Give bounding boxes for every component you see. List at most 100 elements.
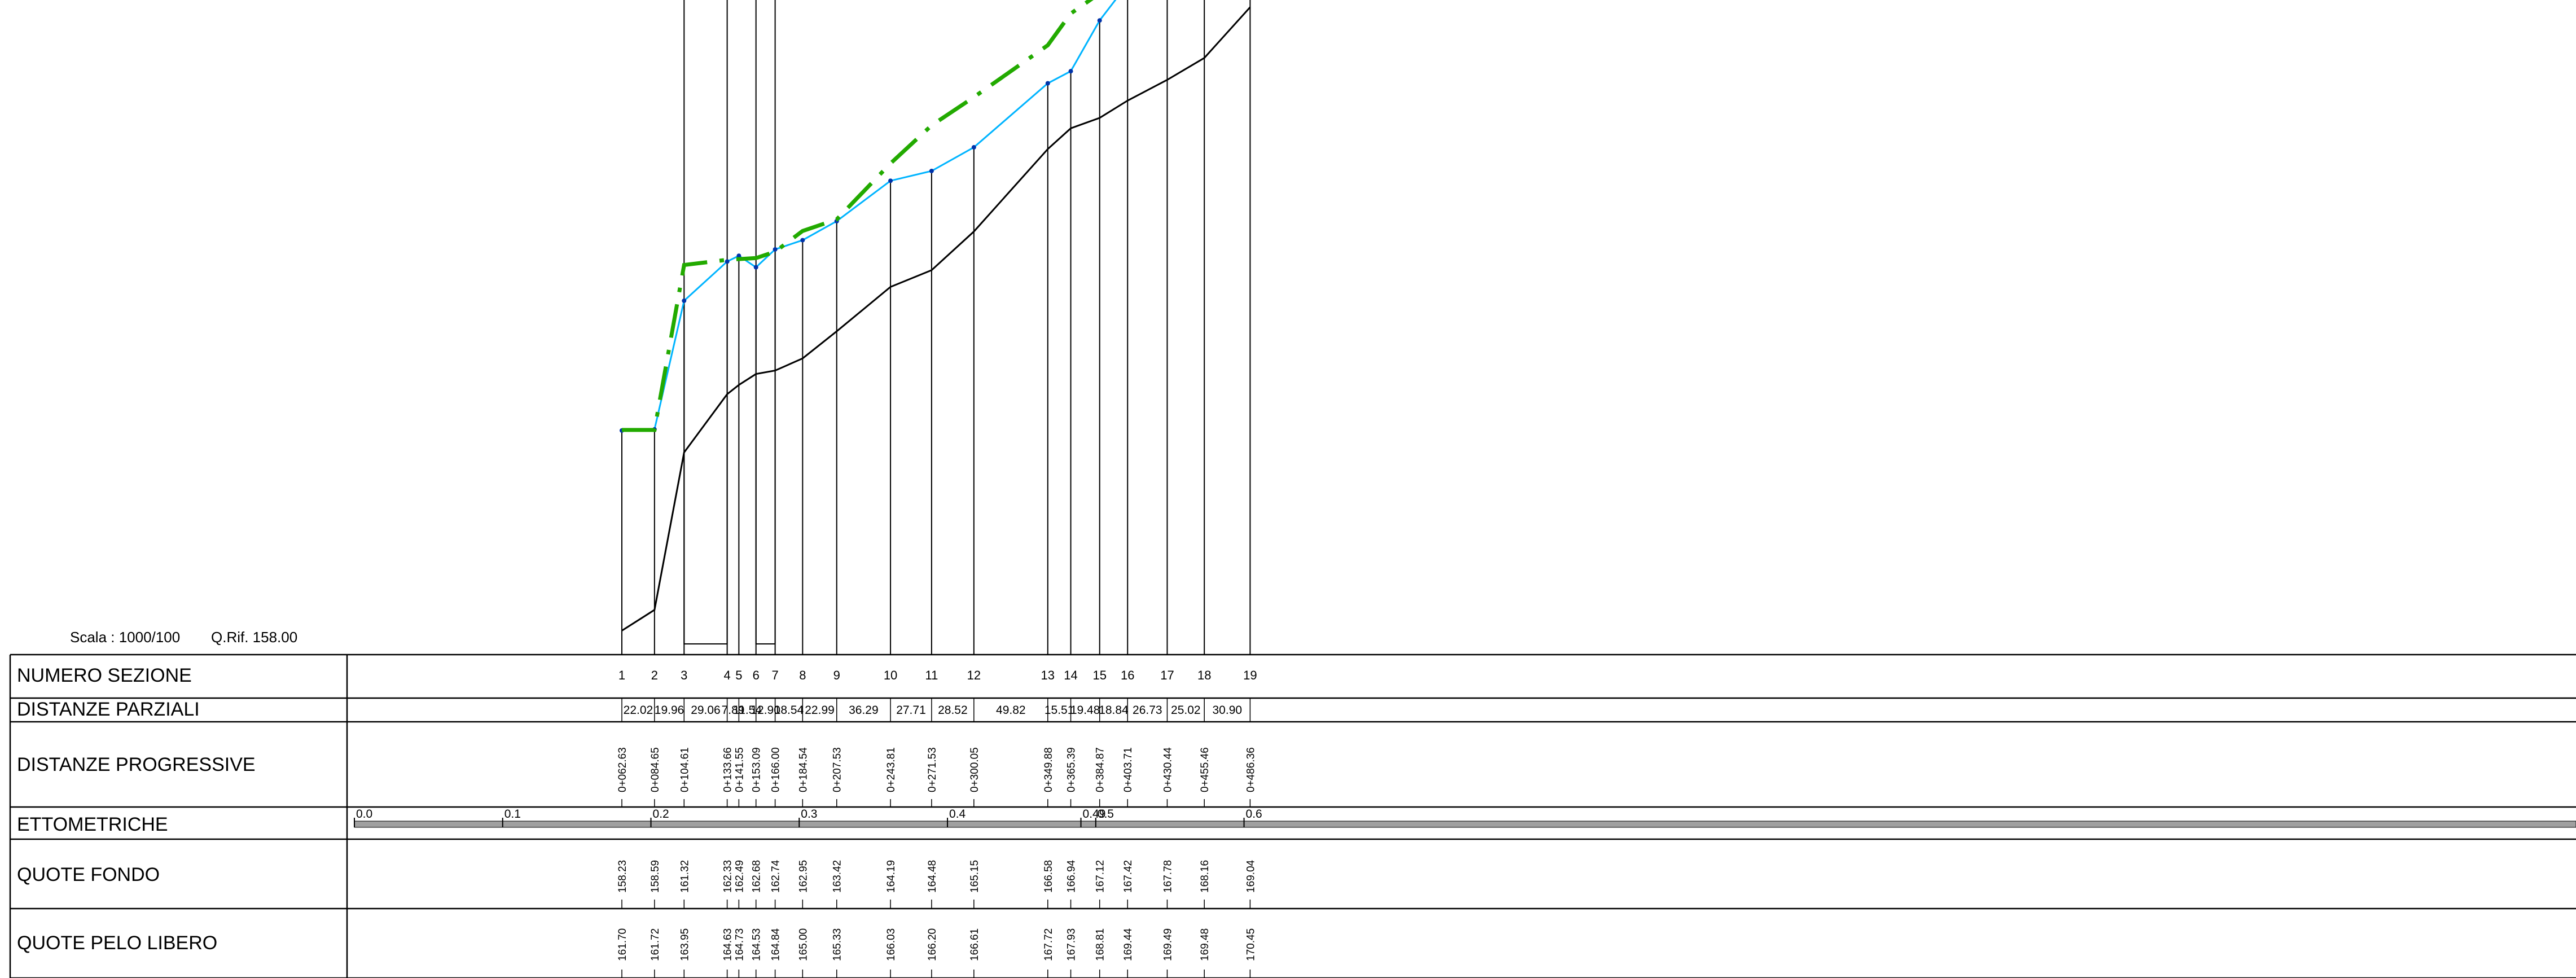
quota-pelo-libero-value: 169.44 <box>1122 928 1134 961</box>
quota-fondo-value: 163.42 <box>832 860 844 893</box>
partial-distance: 25.02 <box>1171 704 1201 717</box>
section-number: 16 <box>1121 668 1134 682</box>
numero-sezione-values: 1 2 3 4 5 6 7 8 9 10 11 12 13 14 15 16 17 18 19 <box>618 668 1257 682</box>
partial-distance: 19.48 <box>1070 704 1100 717</box>
section-number: 14 <box>1064 668 1077 682</box>
pelo-point <box>1097 18 1102 23</box>
section-number: 18 <box>1197 668 1211 682</box>
pelo-point <box>929 168 934 173</box>
quota-pelo-libero-value: 164.63 <box>722 928 734 961</box>
ettometrica-label: 0.49 <box>1083 808 1106 821</box>
progressive-distance: 0+365.39 <box>1066 747 1078 792</box>
quota-fondo-value: 158.59 <box>650 860 661 893</box>
partial-distance: 11.54 <box>733 704 762 717</box>
quote-fondo-line <box>621 6 1251 631</box>
section-number: 1 <box>618 668 625 682</box>
data-table <box>9 654 2576 978</box>
pelo-point <box>971 145 976 150</box>
partial-distance: 49.82 <box>996 704 1026 717</box>
section-vertical-lines <box>621 0 1251 655</box>
quote-fondo-values: 158.23 158.59 161.32 162.33 162.49 162.68 162.… <box>617 859 1257 909</box>
partial-distance: 36.29 <box>849 704 879 717</box>
quota-fondo-value: 169.04 <box>1245 859 1257 893</box>
progressive-distance: 0+062.63 <box>617 747 629 792</box>
pelo-point <box>682 298 687 303</box>
section-number: 10 <box>884 668 897 682</box>
pelo-point <box>773 247 778 252</box>
partial-distance: 19.96 <box>655 704 684 717</box>
progressive-distance: 0+153.09 <box>751 747 763 792</box>
quota-pelo-libero-value: 167.72 <box>1043 928 1055 961</box>
scale-label: Scala : 1000/100 <box>70 629 180 646</box>
ettometrica-label: 0.5 <box>1098 808 1114 821</box>
progressive-distance: 0+166.00 <box>770 747 782 792</box>
partial-distance: 28.52 <box>938 704 968 717</box>
progressive-distance: 0+141.55 <box>734 747 745 792</box>
quota-fondo-value: 164.19 <box>885 860 897 893</box>
partial-distance: 18.84 <box>1099 704 1129 717</box>
section-number: 3 <box>681 668 687 682</box>
pelo-point <box>1068 69 1073 74</box>
quota-pelo-libero-value: 166.03 <box>885 928 897 961</box>
ettometrica-label: 0.2 <box>653 808 669 821</box>
quota-fondo-value: 162.95 <box>797 860 809 893</box>
pelo-point <box>725 259 730 264</box>
progressive-distance: 0+384.87 <box>1095 747 1107 792</box>
quota-fondo-value: 168.16 <box>1199 860 1211 893</box>
partial-distance: 12.90 <box>751 704 780 717</box>
ettometriche-ticks: 0.0 0.1 0.2 0.3 0.4 0.490.5 0.6 <box>354 808 1262 827</box>
partial-distance: 15.51 <box>1045 704 1074 717</box>
quota-pelo-libero-value: 168.81 <box>1095 928 1107 961</box>
pelo-libero-points <box>620 18 1102 433</box>
pelo-point <box>888 178 893 183</box>
quota-pelo-libero-value: 166.61 <box>969 928 981 961</box>
quota-pelo-libero-value: 163.95 <box>679 928 691 961</box>
partial-distance: 26.73 <box>1133 704 1162 717</box>
section-number: 13 <box>1041 668 1055 682</box>
distanze-progressive-values: 0+062.63 0+084.65 0+104.61 0+133.66 0+141.55… <box>617 747 1257 807</box>
quota-fondo-value: 167.12 <box>1095 860 1107 893</box>
bridge-outline <box>755 0 776 645</box>
progressive-distance: 0+403.71 <box>1122 747 1134 792</box>
quota-pelo-libero-value: 165.00 <box>797 928 809 961</box>
quota-fondo-value: 162.33 <box>722 860 734 893</box>
section-number: 6 <box>753 668 760 682</box>
quota-fondo-value: 162.49 <box>734 860 745 893</box>
row-label-distanze-parziali: DISTANZE PARZIALI <box>17 699 200 720</box>
quota-pelo-libero-value: 164.73 <box>734 928 745 961</box>
progressive-distance: 0+430.44 <box>1162 747 1174 792</box>
quota-fondo-value: 166.58 <box>1043 860 1055 893</box>
quota-pelo-libero-value: 164.84 <box>770 928 782 961</box>
progressive-distance: 0+300.05 <box>969 747 981 792</box>
quota-fondo-value: 158.23 <box>617 860 629 893</box>
section-number: 9 <box>833 668 840 682</box>
quote-pelo-libero-values: 161.70 161.72 163.95 164.63 164.73 164.53 164.… <box>617 928 1257 978</box>
ettometriche-bar <box>354 821 2576 828</box>
quota-pelo-libero-value: 164.53 <box>751 928 763 961</box>
ettometrica-label: 0.0 <box>356 808 372 821</box>
quota-pelo-libero-value: 166.20 <box>927 928 938 961</box>
progressive-distance: 0+349.88 <box>1043 747 1055 792</box>
quota-fondo-value: 161.32 <box>679 860 691 893</box>
quota-pelo-libero-value: 165.33 <box>832 928 844 961</box>
partial-distance: 7.89 <box>722 704 745 717</box>
section-number: 8 <box>799 668 806 682</box>
section-number: 11 <box>925 668 938 682</box>
ettometrica-label: 0.4 <box>949 808 966 821</box>
ettometrica-label: 0.1 <box>504 808 521 821</box>
partial-distance: 30.90 <box>1213 704 1243 717</box>
progressive-distance: 0+084.65 <box>650 747 661 792</box>
sponda-line <box>622 0 1094 432</box>
section-number: 17 <box>1160 668 1174 682</box>
progressive-distance: 0+271.53 <box>927 747 938 792</box>
row-label-distanze-progressive: DISTANZE PROGRESSIVE <box>17 754 256 775</box>
partial-distance: 22.02 <box>624 704 653 717</box>
quota-fondo-value: 165.15 <box>969 860 981 893</box>
ettometrica-label: 0.6 <box>1246 808 1262 821</box>
progressive-distance: 0+243.81 <box>885 747 897 792</box>
quota-fondo-value: 164.48 <box>927 860 938 893</box>
pelo-point <box>800 238 805 243</box>
quota-fondo-value: 167.42 <box>1122 860 1134 893</box>
quota-fondo-value: 166.94 <box>1066 859 1078 893</box>
